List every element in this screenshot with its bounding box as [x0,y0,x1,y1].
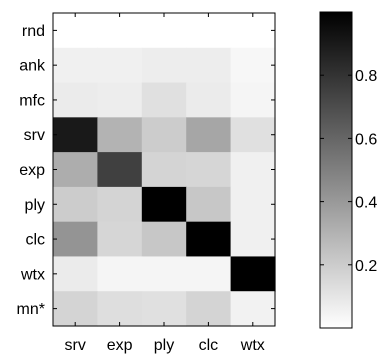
y-tick-label: wtx [20,266,45,283]
cell-ply-exp [97,186,143,223]
cell-ank-clc [186,47,232,84]
y-tick-label: ank [19,58,46,75]
y-tick-label: exp [19,162,45,179]
cell-mfc-exp [97,82,143,118]
y-tick-label: rnd [22,23,45,40]
cell-ply-clc [186,186,232,223]
cell-ank-ply [141,47,187,84]
cell-mfc-wtx [230,82,276,118]
cell-srv-srv [53,117,98,153]
cell-wtx-srv [53,256,98,292]
colorbar-ticks: 0.2 0.4 0.6 0.8 [320,68,377,275]
cell-srv-exp [97,117,143,153]
heatmap-matrix [53,13,276,327]
cell-wtx-ply [141,256,187,292]
cell-clc-ply [141,221,187,258]
cell-clc-srv [53,221,98,258]
cell-ank-exp [97,47,143,84]
x-tick-label: wtx [240,337,265,354]
cell-ank-srv [53,47,98,84]
cell-exp-exp [97,152,143,188]
cell-ply-wtx [230,186,276,223]
colorbar-tick-label: 0.6 [355,131,377,148]
y-tick-label: mn* [17,301,45,318]
cell-srv-wtx [230,117,276,153]
cell-wtx-wtx [230,256,276,292]
cell-mn*-wtx [230,291,276,327]
cell-mn*-clc [186,291,232,327]
cell-exp-wtx [230,152,276,188]
y-tick-label: mfc [19,92,45,109]
x-tick-label: exp [107,337,133,354]
cell-mn*-srv [53,291,98,327]
x-tick-labels: srv exp ply clc wtx [65,13,265,354]
cell-mfc-clc [186,82,232,118]
cell-mfc-srv [53,82,98,118]
x-tick-label: srv [65,337,86,354]
y-tick-labels: rnd ank mfc srv exp ply clc wtx mn* [17,23,275,318]
cell-ank-wtx [230,47,276,84]
cell-wtx-exp [97,256,143,292]
cell-exp-ply [141,152,187,188]
cell-rnd-clc [186,13,232,49]
cell-srv-clc [186,117,232,153]
cell-mn*-exp [97,291,143,327]
x-tick-label: ply [154,337,174,354]
cell-clc-wtx [230,221,276,258]
cell-rnd-exp [97,13,143,49]
cell-rnd-wtx [230,13,276,49]
colorbar [319,11,353,329]
cell-ply-srv [53,186,98,223]
cell-clc-clc [186,221,232,258]
colorbar-tick-label: 0.4 [355,195,377,212]
cell-srv-ply [141,117,187,153]
cell-rnd-ply [141,13,187,49]
x-tick-label: clc [199,337,219,354]
heatmap-frame [52,12,276,327]
y-tick-label: clc [25,232,45,249]
colorbar-tick-label: 0.8 [355,68,377,85]
cell-exp-clc [186,152,232,188]
colorbar-tick-label: 0.2 [355,258,377,275]
cell-clc-exp [97,221,143,258]
y-tick-label: ply [25,197,45,214]
y-tick-label: srv [24,127,45,144]
cell-ply-ply [141,186,187,223]
cell-mn*-ply [141,291,187,327]
cell-mfc-ply [141,82,187,118]
cell-exp-srv [53,152,98,188]
cell-wtx-clc [186,256,232,292]
cell-rnd-srv [53,13,98,49]
